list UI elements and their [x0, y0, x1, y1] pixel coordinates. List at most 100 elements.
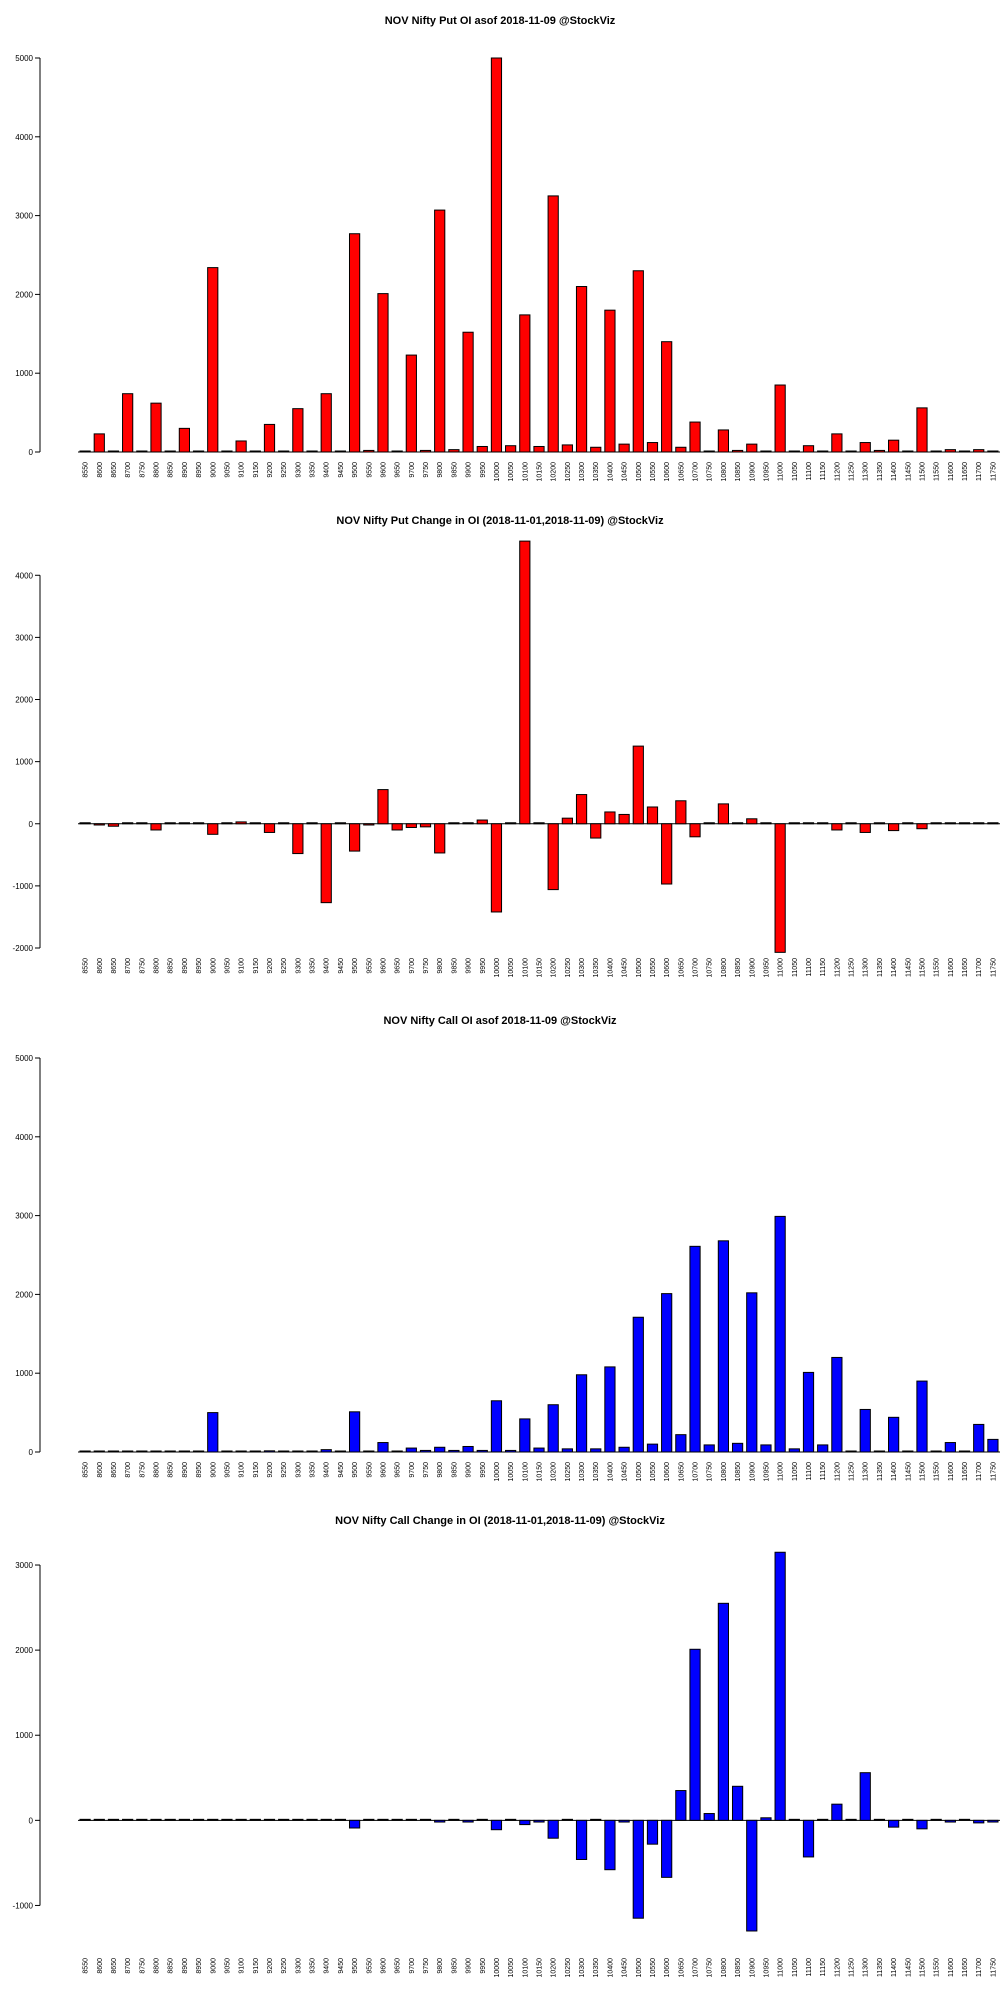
x-tick-label: 11100	[806, 462, 813, 481]
bar	[178, 822, 190, 825]
bar	[334, 450, 347, 453]
x-tick-label: 8900	[182, 1958, 189, 1974]
bar	[178, 1818, 190, 1821]
x-tick-label: 9900	[466, 958, 473, 974]
bar	[774, 384, 786, 453]
bar	[618, 813, 630, 825]
bar	[405, 354, 417, 453]
bar	[476, 1818, 488, 1821]
y-tick-label: 3000	[15, 1212, 33, 1221]
bar	[845, 450, 857, 453]
x-tick-label: 8850	[168, 1462, 175, 1478]
x-tick-label: 9350	[310, 1958, 317, 1974]
x-tick-label: 9150	[253, 1958, 260, 1974]
y-tick-label: 2000	[15, 1646, 33, 1655]
bar	[519, 540, 531, 825]
x-tick-label: 10200	[551, 1958, 558, 1978]
x-tick-label: 8550	[83, 1462, 90, 1478]
x-tick-label: 10000	[494, 958, 501, 978]
x-tick-label: 9300	[295, 1958, 302, 1974]
x-tick-label: 11700	[976, 1958, 983, 1977]
x-tick-label: 10400	[607, 1462, 614, 1482]
x-tick-label: 11400	[891, 462, 898, 481]
bar	[987, 822, 999, 825]
bar	[873, 449, 886, 453]
y-tick-label: 1000	[15, 758, 33, 767]
bar	[561, 1818, 573, 1821]
x-tick-label: 10300	[579, 958, 586, 978]
y-tick-label: 0	[29, 1816, 34, 1825]
bar	[802, 822, 815, 825]
bar	[136, 1450, 148, 1453]
bar	[79, 450, 91, 453]
bar	[405, 823, 417, 828]
bar	[462, 331, 474, 453]
x-tick-label: 8900	[182, 1462, 189, 1478]
x-tick-label: 11350	[877, 958, 884, 977]
x-tick-label: 10100	[522, 462, 529, 482]
x-tick-label: 11050	[792, 1958, 799, 1977]
bar	[689, 1245, 701, 1453]
x-tick-label: 11150	[820, 462, 827, 481]
x-tick-label: 10300	[579, 1958, 586, 1978]
bar	[689, 421, 701, 453]
bar	[547, 1819, 559, 1839]
bar	[419, 449, 432, 453]
bar	[192, 1818, 205, 1821]
x-tick-label: 11650	[962, 1462, 969, 1481]
y-tick-label: 5000	[15, 1054, 33, 1063]
bar	[377, 293, 389, 453]
bar	[873, 1818, 886, 1821]
x-tick-label: 10250	[565, 1462, 572, 1482]
bar	[192, 450, 205, 453]
bar	[235, 1818, 247, 1821]
bar	[788, 450, 800, 453]
bar	[930, 822, 942, 825]
bar	[731, 822, 744, 825]
x-tick-label: 11450	[905, 958, 912, 977]
bar	[731, 449, 744, 453]
x-tick-label: 9000	[210, 1958, 217, 1974]
x-tick-label: 11100	[806, 1958, 813, 1977]
x-tick-label: 9350	[310, 958, 317, 974]
bar	[561, 1448, 573, 1453]
x-tick-label: 9800	[437, 958, 444, 974]
x-tick-label: 11650	[962, 1958, 969, 1977]
x-tick-label: 8900	[182, 958, 189, 974]
y-tick-label: 3000	[15, 1561, 33, 1570]
y-tick-label: 4000	[15, 1133, 33, 1142]
x-tick-label: 10050	[508, 1462, 515, 1482]
x-tick-label: 9700	[409, 958, 416, 974]
x-tick-label: 11300	[863, 462, 870, 481]
bar	[760, 1444, 772, 1453]
x-tick-label: 11250	[849, 1462, 856, 1481]
x-tick-label: 10850	[735, 958, 742, 978]
x-tick-label: 9900	[466, 462, 473, 478]
bar	[249, 450, 261, 453]
bar	[661, 823, 673, 885]
bar	[944, 1819, 956, 1823]
x-tick-label: 10650	[678, 1958, 685, 1978]
bar	[561, 444, 573, 453]
bar	[987, 450, 999, 453]
x-tick-label: 9550	[366, 1462, 373, 1478]
x-tick-label: 10700	[693, 1462, 700, 1482]
x-tick-label: 10100	[522, 1462, 529, 1482]
x-tick-label: 8800	[154, 1958, 161, 1974]
bar	[618, 1819, 630, 1823]
bar	[703, 1444, 715, 1453]
x-tick-label: 11600	[948, 958, 955, 977]
bar	[505, 1818, 517, 1821]
x-tick-label: 8950	[196, 1462, 203, 1478]
x-tick-label: 9100	[239, 462, 246, 478]
x-tick-label: 10600	[664, 1462, 671, 1482]
bar	[292, 408, 304, 453]
bar	[448, 449, 460, 453]
x-tick-label: 9450	[338, 1462, 345, 1478]
bar	[590, 823, 602, 839]
x-tick-label: 8650	[111, 1958, 118, 1974]
x-tick-label: 8750	[139, 958, 146, 974]
x-tick-label: 9550	[366, 958, 373, 974]
bar	[221, 450, 233, 453]
y-tick-label: 1000	[15, 1731, 33, 1740]
